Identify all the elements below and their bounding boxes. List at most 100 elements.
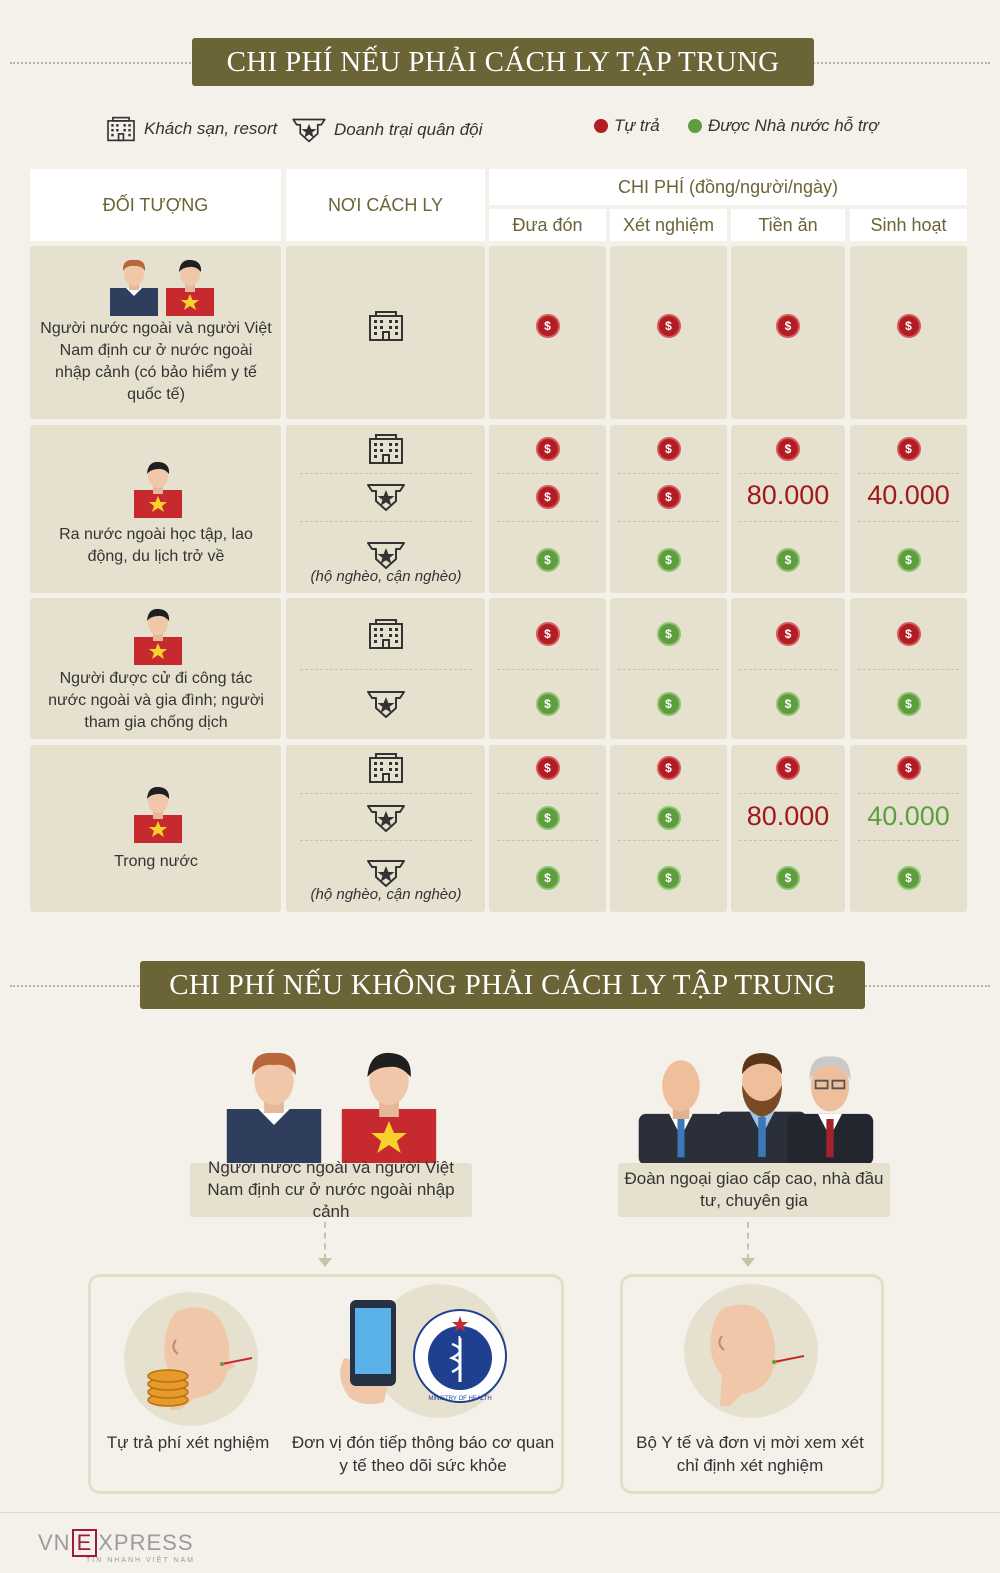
row-separator — [618, 840, 719, 841]
self-pay-test-text: Tự trả phí xét nghiệm — [106, 1433, 270, 1452]
legend-self-pay-label: Tự trả — [614, 116, 660, 135]
military-camp-icon — [290, 116, 328, 144]
arrow-left — [324, 1222, 328, 1260]
badge-top-text: BỘ Y TẾ — [442, 1329, 478, 1340]
row-separator — [300, 840, 472, 841]
header-cost: CHI PHÍ (đồng/người/ngày) — [489, 169, 967, 205]
state-support-coin-icon: $ — [535, 548, 560, 572]
vietnamese-person-icon — [128, 605, 188, 665]
left-box — [88, 1274, 564, 1494]
row-separator — [300, 521, 472, 522]
state-support-coin-icon: $ — [776, 866, 800, 890]
legend-hotel-label: Khách sạn, resort — [144, 119, 278, 138]
section1-header: CHI PHÍ NẾU PHẢI CÁCH LY TẬP TRUNG — [0, 38, 1000, 86]
header-place: NƠI CÁCH LY — [286, 169, 485, 241]
state-support-coin-icon: $ — [656, 692, 681, 716]
subject-text: Người được cử đi công tác nước ngoài và … — [48, 670, 264, 731]
foreigner-person-icon — [215, 1045, 333, 1165]
notify-health-text: Đơn vị đón tiếp thông báo cơ quan y tế t… — [291, 1433, 555, 1475]
self-pay-coin-icon: $ — [656, 314, 681, 338]
hotel-icon — [366, 433, 406, 465]
military-camp-icon — [366, 857, 406, 889]
state-support-coin-icon: $ — [896, 866, 921, 890]
cost-amount: 40.000 — [867, 801, 950, 831]
row-separator — [300, 793, 472, 794]
cost-amount: 40.000 — [867, 480, 950, 510]
state-support-coin-icon: $ — [535, 866, 560, 890]
right-box — [620, 1274, 884, 1494]
self-pay-coin-icon: $ — [535, 485, 560, 509]
header-subject: ĐỐI TƯỢNG — [30, 169, 281, 241]
row-separator — [497, 793, 598, 794]
vietnamese-person-icon — [128, 783, 188, 843]
legend-state-support: Được Nhà nước hỗ trợ — [688, 116, 878, 136]
military-camp-icon — [366, 802, 406, 834]
military-camp-icon — [366, 539, 406, 571]
subject-cell — [30, 246, 281, 419]
row-separator — [618, 521, 719, 522]
state-support-coin-icon: $ — [656, 866, 681, 890]
row-separator — [739, 840, 837, 841]
place-cell — [286, 745, 485, 912]
vnexpress-logo[interactable]: VN E XPRESS — [38, 1529, 194, 1557]
row-separator — [497, 840, 598, 841]
row-separator — [739, 521, 837, 522]
header-meals: Tiền ăn — [731, 209, 845, 241]
state-support-coin-icon: $ — [896, 692, 921, 716]
self-pay-coin-icon: $ — [776, 437, 800, 461]
self-pay-coin-icon: $ — [896, 437, 921, 461]
row-separator — [618, 473, 719, 474]
row-separator — [858, 840, 959, 841]
subject-text: Trong nước — [114, 853, 198, 870]
hotel-icon — [104, 116, 138, 142]
legend-military: Doanh trại quân đội — [290, 116, 482, 144]
subject-text: Ra nước ngoài học tập, lao động, du lịch… — [59, 526, 253, 565]
self-pay-coin-icon: $ — [776, 314, 800, 338]
state-support-coin-icon: $ — [896, 548, 921, 572]
section2-header: CHI PHÍ NẾU KHÔNG PHẢI CÁCH LY TẬP TRUNG — [0, 961, 1000, 1009]
swab-test-coins-icon — [147, 1307, 253, 1410]
row-separator — [618, 669, 719, 670]
section1-title: CHI PHÍ NẾU PHẢI CÁCH LY TẬP TRUNG — [192, 38, 814, 86]
self-pay-coin-icon: $ — [776, 622, 800, 646]
header-testing: Xét nghiệm — [610, 209, 727, 241]
swab-test-icon — [710, 1304, 805, 1406]
legend-hotel: Khách sạn, resort — [104, 116, 277, 142]
phone-icon — [340, 1300, 396, 1405]
poor-household-note: (hộ nghèo, cận nghèo) — [310, 568, 462, 585]
arrow-right — [747, 1222, 751, 1260]
self-pay-coin-icon: $ — [656, 485, 681, 509]
self-pay-coin-icon: $ — [656, 756, 681, 780]
self-pay-coin-icon: $ — [896, 622, 921, 646]
cost-amount: 80.000 — [746, 480, 830, 510]
row-separator — [300, 473, 472, 474]
state-support-coin-icon: $ — [656, 806, 681, 830]
hotel-icon — [366, 618, 406, 650]
state-support-coin-icon: $ — [776, 692, 800, 716]
header-living: Sinh hoạt — [850, 209, 967, 241]
right-callout: Đoàn ngoại giao cấp cao, nhà đầu tư, chu… — [618, 1163, 890, 1217]
logo-e: E — [71, 1529, 98, 1557]
poor-household-note: (hộ nghèo, cận nghèo) — [310, 886, 462, 903]
arrow-down-icon — [318, 1258, 332, 1267]
row-separator — [858, 473, 959, 474]
state-support-coin-icon: $ — [656, 548, 681, 572]
state-support-coin-icon: $ — [535, 806, 560, 830]
row-separator — [858, 669, 959, 670]
red-dot-icon — [594, 119, 608, 133]
self-pay-coin-icon: $ — [535, 622, 560, 646]
ministry-of-health-badge: BỘ Y TẾ MINISTRY OF HEALTH — [413, 1309, 507, 1403]
row-separator — [497, 521, 598, 522]
investor-icon — [717, 1053, 807, 1165]
self-pay-coin-icon: $ — [535, 756, 560, 780]
logo-xpress: XPRESS — [98, 1530, 194, 1555]
military-camp-icon — [366, 481, 406, 513]
vietnamese-person-icon — [160, 256, 220, 316]
footer: VN E XPRESS TIN NHANH VIỆT NAM — [0, 1512, 1000, 1573]
self-pay-coin-icon: $ — [896, 314, 921, 338]
state-support-coin-icon: $ — [535, 692, 560, 716]
hotel-icon — [366, 310, 406, 342]
subject-text: Người nước ngoài và người Việt Nam định … — [40, 320, 272, 403]
self-pay-coin-icon: $ — [535, 437, 560, 461]
logo-tagline: TIN NHANH VIỆT NAM — [86, 1557, 195, 1564]
